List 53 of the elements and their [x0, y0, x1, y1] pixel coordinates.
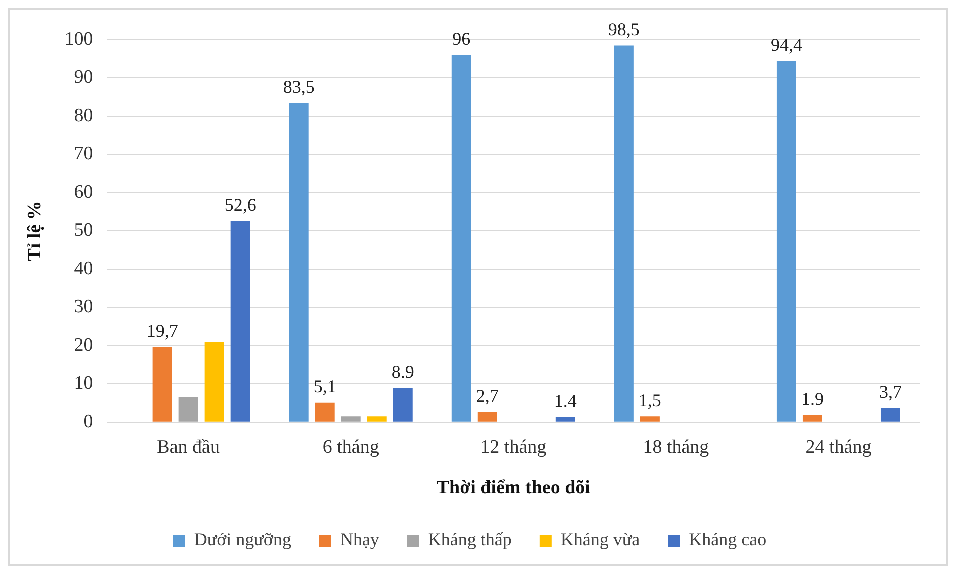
x-tick-label: 18 tháng	[643, 436, 710, 458]
bar	[341, 416, 361, 422]
bar	[367, 416, 387, 422]
data-label: 1,5	[638, 390, 662, 410]
y-tick-label: 100	[64, 28, 94, 50]
bar	[614, 46, 634, 422]
bar	[776, 61, 796, 422]
bar	[880, 408, 900, 422]
y-tick-label: 70	[74, 144, 94, 165]
x-axis-title: Thời điểm theo dõi	[436, 478, 590, 499]
bar	[556, 417, 576, 422]
y-tick-label: 50	[74, 220, 94, 242]
data-label: 1.9	[801, 388, 824, 409]
y-tick-label: 80	[74, 105, 94, 126]
bar	[178, 398, 198, 422]
y-tick-label: 30	[74, 296, 94, 318]
legend-label: Nhạy	[340, 530, 380, 550]
x-tick-label: 6 tháng	[322, 436, 380, 458]
bar	[315, 402, 335, 422]
data-label: 8.9	[392, 362, 414, 382]
bar	[452, 55, 472, 422]
legend-label: Kháng thấp	[428, 530, 512, 550]
data-label: 2,7	[476, 386, 499, 406]
data-label: 5,1	[314, 376, 336, 397]
bar	[230, 221, 250, 422]
y-tick-label: 0	[84, 411, 94, 432]
data-label: 52,6	[224, 194, 256, 215]
bar	[204, 342, 224, 422]
bar	[289, 103, 309, 422]
legend-label: Dưới ngưỡng	[194, 530, 292, 550]
bar	[802, 415, 822, 422]
y-axis-title: Tỉ lệ %	[24, 201, 46, 262]
bar	[640, 416, 660, 422]
data-label: 3,7	[879, 382, 902, 402]
x-tick-label: Ban đầu	[157, 436, 220, 458]
bar	[393, 388, 413, 422]
data-label: 94,4	[770, 35, 802, 56]
y-tick-label: 20	[74, 334, 94, 356]
data-label: 83,5	[283, 76, 315, 97]
legend-label: Kháng cao	[689, 530, 767, 550]
bar	[152, 347, 172, 422]
x-tick-label: 12 tháng	[480, 436, 548, 458]
x-tick-label: 24 tháng	[806, 436, 872, 458]
data-label: 98,5	[608, 19, 640, 40]
data-label: 96	[452, 29, 471, 50]
data-label: 19,7	[146, 320, 178, 341]
y-tick-label: 40	[74, 258, 94, 280]
bar	[478, 412, 498, 422]
y-tick-label: 10	[74, 373, 94, 394]
legend-label: Kháng vừa	[560, 530, 640, 550]
data-label: 1.4	[554, 390, 577, 411]
y-tick-label: 90	[74, 67, 94, 88]
y-tick-label: 60	[74, 182, 94, 203]
